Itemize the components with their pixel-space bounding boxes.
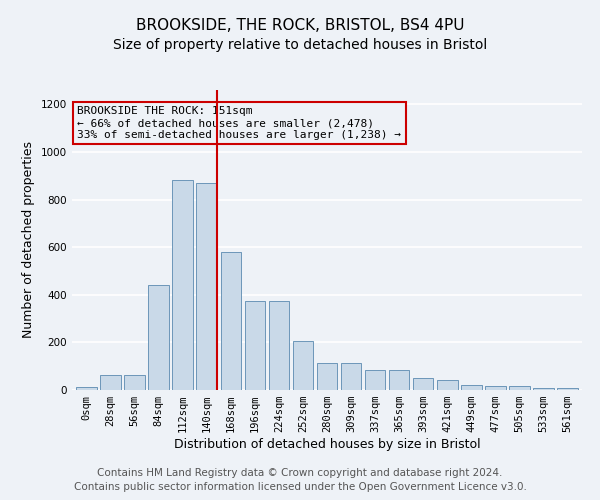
Bar xyxy=(413,378,433,390)
Bar xyxy=(196,183,217,390)
Bar xyxy=(485,386,506,390)
Bar xyxy=(389,370,409,390)
Text: Size of property relative to detached houses in Bristol: Size of property relative to detached ho… xyxy=(113,38,487,52)
Bar xyxy=(365,370,385,390)
Bar xyxy=(100,374,121,390)
Bar xyxy=(124,374,145,390)
Bar xyxy=(293,341,313,390)
Bar xyxy=(317,362,337,390)
Text: BROOKSIDE, THE ROCK, BRISTOL, BS4 4PU: BROOKSIDE, THE ROCK, BRISTOL, BS4 4PU xyxy=(136,18,464,32)
Text: Contains HM Land Registry data © Crown copyright and database right 2024.
Contai: Contains HM Land Registry data © Crown c… xyxy=(74,468,526,492)
Bar xyxy=(221,252,241,390)
Bar xyxy=(245,300,265,390)
Bar xyxy=(148,285,169,390)
Text: BROOKSIDE THE ROCK: 151sqm
← 66% of detached houses are smaller (2,478)
33% of s: BROOKSIDE THE ROCK: 151sqm ← 66% of deta… xyxy=(77,106,401,140)
Bar xyxy=(533,388,554,390)
Bar xyxy=(269,300,289,390)
Bar xyxy=(341,362,361,390)
Bar xyxy=(557,388,578,390)
Bar xyxy=(437,380,458,390)
Y-axis label: Number of detached properties: Number of detached properties xyxy=(22,142,35,338)
Bar xyxy=(76,387,97,390)
Bar xyxy=(172,180,193,390)
X-axis label: Distribution of detached houses by size in Bristol: Distribution of detached houses by size … xyxy=(173,438,481,451)
Bar xyxy=(509,386,530,390)
Bar xyxy=(461,385,482,390)
